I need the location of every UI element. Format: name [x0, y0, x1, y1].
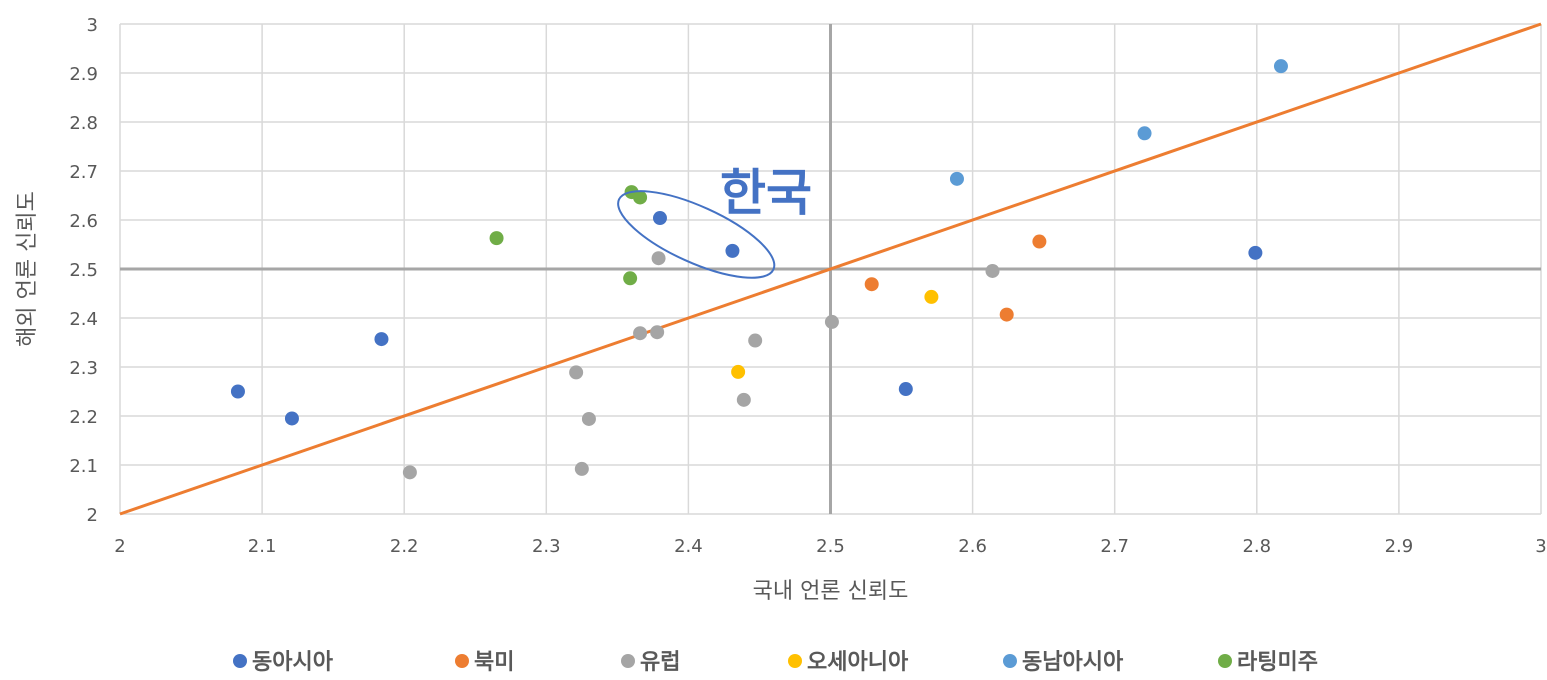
point-series-2-8 — [748, 333, 763, 348]
legend-label-0: 동아시아 — [252, 650, 334, 675]
tick-labels: 2 2.1 2.2 2.3 2.4 2.5 2.6 2.7 2.8 2.9 3 2 2.1 2.2 2.3 2… — [69, 15, 1546, 557]
korea-highlight-ellipse — [617, 190, 776, 279]
legend-label-1: 북미 — [474, 650, 514, 675]
x-axis-title: 국내 언론 신뢰도 — [753, 579, 909, 604]
data-points — [230, 59, 1288, 480]
point-series-4-1 — [1137, 126, 1152, 141]
y-tick-label-4: 2.4 — [69, 309, 98, 330]
point-series-2-4 — [633, 326, 648, 341]
x-tick-label-2: 2.2 — [390, 536, 419, 557]
point-series-2-5 — [650, 325, 665, 340]
y-tick-label-8: 2.8 — [69, 113, 98, 134]
y-tick-label-7: 2.7 — [69, 162, 98, 183]
legend-marker-4 — [1003, 654, 1017, 668]
point-series-5-1 — [623, 271, 638, 286]
point-series-1-0 — [864, 277, 879, 292]
point-series-1-2 — [1032, 234, 1047, 249]
legend-marker-0 — [233, 654, 247, 668]
point-series-0-5 — [898, 382, 913, 397]
point-series-0-3 — [652, 211, 667, 226]
point-series-3-1 — [924, 289, 939, 304]
point-series-4-2 — [1273, 59, 1288, 74]
legend-marker-1 — [455, 654, 469, 668]
x-tick-label-1: 2.1 — [248, 536, 277, 557]
point-series-2-0 — [402, 465, 417, 480]
point-series-0-1 — [284, 411, 299, 426]
x-tick-label-6: 2.6 — [958, 536, 987, 557]
legend-label-5: 라팅미주 — [1237, 650, 1318, 675]
point-series-2-10 — [985, 263, 1000, 278]
y-tick-label-10: 3 — [87, 15, 98, 36]
y-tick-label-3: 2.3 — [69, 358, 98, 379]
y-tick-label-2: 2.2 — [69, 407, 98, 428]
point-series-0-6 — [1248, 245, 1263, 260]
point-series-4-0 — [949, 171, 964, 186]
point-series-2-6 — [651, 251, 666, 266]
korea-annotation: 한국 — [617, 164, 812, 279]
legend-label-3: 오세아니아 — [807, 650, 909, 675]
reference-line-diagonal — [119, 22, 1542, 516]
y-tick-label-1: 2.1 — [69, 456, 98, 477]
x-tick-label-5: 2.5 — [816, 536, 845, 557]
x-tick-label-8: 2.8 — [1242, 536, 1271, 557]
point-series-0-0 — [230, 384, 245, 399]
point-series-2-7 — [736, 392, 751, 407]
point-series-3-0 — [731, 364, 746, 379]
x-tick-label-3: 2.3 — [532, 536, 561, 557]
y-tick-label-6: 2.6 — [69, 211, 98, 232]
point-series-2-9 — [824, 314, 839, 329]
reference-lines — [119, 22, 1542, 516]
point-series-2-3 — [581, 411, 596, 426]
legend-label-2: 유럽 — [640, 650, 680, 675]
y-tick-label-5: 2.5 — [69, 260, 98, 281]
point-series-1-1 — [999, 307, 1014, 322]
legend-marker-2 — [621, 654, 635, 668]
x-tick-label-9: 2.9 — [1385, 536, 1414, 557]
point-series-5-3 — [633, 190, 648, 205]
x-tick-label-10: 3 — [1535, 536, 1546, 557]
point-series-0-4 — [725, 243, 740, 258]
legend-marker-3 — [788, 654, 802, 668]
y-axis-title: 해외 언론 신뢰도 — [15, 191, 40, 347]
legend-marker-5 — [1218, 654, 1232, 668]
x-tick-label-4: 2.4 — [674, 536, 703, 557]
legend: 동아시아 북미 유럽 오세아니아 동남아시아 라팅미주 — [233, 650, 1318, 675]
point-series-5-0 — [489, 231, 504, 246]
x-tick-label-7: 2.7 — [1100, 536, 1129, 557]
korea-annotation-label: 한국 — [720, 164, 812, 222]
point-series-0-2 — [374, 332, 389, 347]
point-series-2-1 — [569, 365, 584, 380]
legend-label-4: 동남아시아 — [1022, 650, 1124, 675]
point-series-2-2 — [574, 461, 589, 476]
y-tick-label-9: 2.9 — [69, 64, 98, 85]
x-tick-label-0: 2 — [114, 536, 125, 557]
y-tick-label-0: 2 — [87, 505, 98, 526]
